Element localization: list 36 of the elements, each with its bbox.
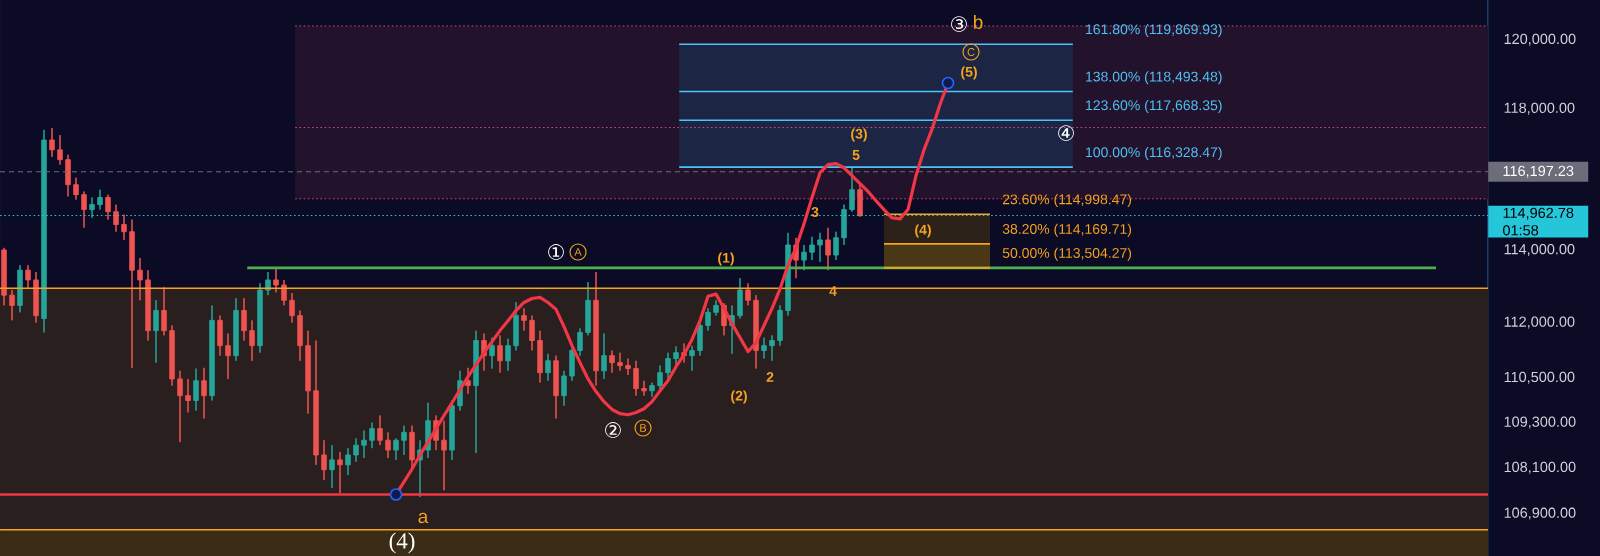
ref-line-label: 116,197.23 [1503, 165, 1574, 178]
y-tick-label: 109,300.00 [1504, 416, 1576, 429]
annotation: ③ [951, 16, 967, 32]
annotation: (4) [389, 532, 415, 554]
y-tick-label: 118,000.00 [1504, 102, 1575, 115]
ref-line-label: 138.00% (118,493.48) [1086, 71, 1222, 85]
annotation: (5) [961, 66, 977, 80]
annotation: ④ [1058, 125, 1074, 141]
annotation: (2) [731, 390, 747, 404]
annotation: C [967, 48, 975, 56]
annotation: a [418, 512, 429, 524]
y-tick-label: 110,500.00 [1504, 371, 1575, 384]
annotation: 3 [811, 207, 819, 217]
y-tick-label: 120,000.00 [1504, 33, 1576, 46]
y-tick-label: 114,000.00 [1504, 244, 1575, 256]
annotation: A [574, 248, 582, 256]
ref-line-label: 100.00% (116,328.47) [1086, 146, 1222, 160]
text: 01:58 [1503, 225, 1539, 236]
annotation: ① [548, 244, 564, 260]
ref-line-label: 38.20% (114,169.71) [1002, 223, 1132, 237]
ref-line-label: 114,962.78 [1503, 207, 1574, 220]
ref-line-label: 161.80% (119,869.93) [1086, 23, 1222, 38]
annotation: 2 [766, 372, 774, 382]
ref-line-label: 123.60% (117,668.35) [1086, 99, 1222, 113]
annotation: B [640, 424, 647, 432]
y-tick-label: 106,900.00 [1504, 507, 1576, 520]
ref-line-label: 23.60% (114,998.47) [1002, 194, 1132, 208]
ref-line-label: 50.00% (113,504.27) [1002, 247, 1132, 261]
y-tick-label: 108,100.00 [1504, 461, 1576, 474]
annotation: (3) [851, 128, 867, 142]
annotation: (4) [915, 224, 931, 238]
annotation: ② [605, 422, 621, 438]
annotation: (1) [718, 252, 734, 266]
annotation: 5 [852, 150, 860, 160]
y-tick-label: 112,000.00 [1504, 316, 1575, 329]
annotation: b [973, 15, 983, 29]
